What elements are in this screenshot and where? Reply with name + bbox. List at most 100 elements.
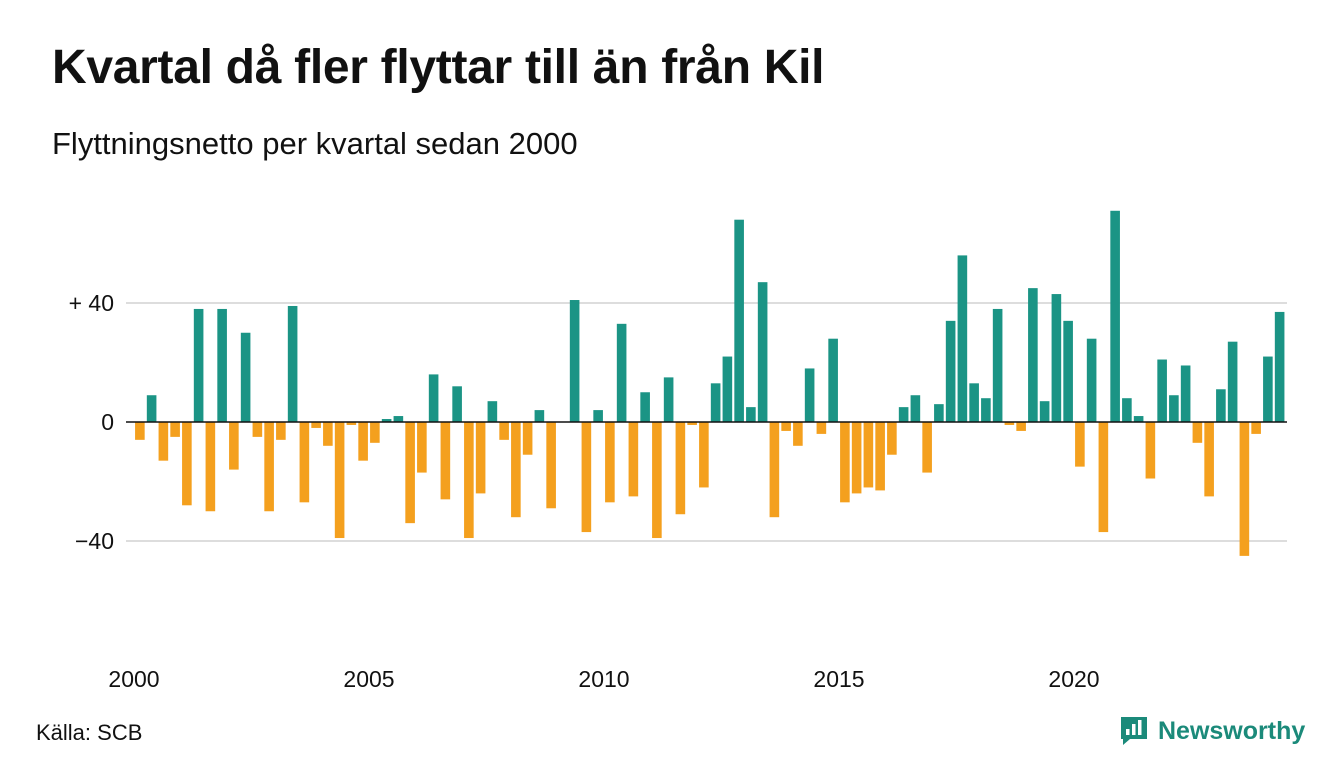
bar (205, 422, 216, 512)
bar (781, 422, 791, 431)
bar (381, 419, 392, 422)
bar (1239, 422, 1250, 556)
bar (334, 422, 345, 539)
bar (605, 422, 615, 503)
bar (170, 422, 180, 437)
bar (440, 422, 451, 500)
bar (193, 308, 204, 422)
bar (346, 422, 357, 425)
bar (370, 422, 380, 443)
bar (1028, 288, 1038, 423)
bar (840, 422, 850, 503)
bar (135, 422, 145, 440)
bar (417, 422, 427, 473)
y-axis-tick-labels: + 40 0 −40 (69, 290, 114, 554)
bar (1098, 422, 1109, 533)
bar (769, 422, 780, 518)
bar (957, 255, 968, 422)
bar (687, 422, 697, 425)
bar (675, 422, 686, 515)
bar (616, 323, 627, 422)
bar (393, 416, 404, 422)
bar (499, 422, 509, 440)
bar (229, 422, 239, 470)
bar (287, 305, 298, 423)
bar (1086, 338, 1097, 422)
bar (1204, 422, 1214, 497)
bar (851, 422, 862, 494)
bar (699, 422, 709, 488)
x-tick-label: 2020 (1048, 666, 1099, 692)
bar (1145, 422, 1156, 479)
bar (922, 422, 932, 473)
chart-subtitle: Flyttningsnetto per kvartal sedan 2000 (52, 126, 578, 161)
bar (264, 422, 274, 512)
x-axis-tick-labels: 2000 2005 2010 2015 2020 (108, 666, 1099, 692)
bar (710, 383, 721, 422)
bar (464, 422, 474, 539)
y-tick-label: 0 (101, 409, 114, 435)
bar (969, 383, 979, 422)
bar (217, 308, 227, 422)
bar (511, 422, 521, 518)
bar (652, 422, 662, 539)
bar (323, 422, 333, 446)
bar (1216, 389, 1226, 422)
bar (757, 282, 768, 422)
bar (405, 422, 415, 524)
x-tick-label: 2010 (578, 666, 629, 692)
bar (1263, 356, 1273, 422)
bar (311, 422, 321, 428)
bar-chart: + 40 0 −40 2000 2005 2010 2015 2020 (69, 210, 1287, 692)
bar (722, 356, 733, 422)
bar (522, 422, 533, 455)
bar (428, 374, 439, 422)
bar (546, 422, 556, 509)
bar (299, 422, 310, 503)
bar (158, 422, 169, 461)
bar (452, 386, 462, 422)
bar (804, 368, 815, 422)
newsworthy-logo-icon (1121, 717, 1147, 745)
bar (1122, 398, 1132, 422)
brand-name: Newsworthy (1158, 716, 1306, 745)
bar (734, 219, 744, 422)
bar (875, 422, 885, 491)
y-tick-label: + 40 (69, 290, 114, 316)
x-tick-label: 2000 (108, 666, 159, 692)
bar (1051, 294, 1062, 422)
bar (793, 422, 803, 446)
bar (1157, 359, 1167, 422)
bar (358, 422, 368, 461)
bar (1169, 395, 1179, 423)
bar (828, 338, 838, 422)
bar (569, 300, 580, 422)
bar (1274, 311, 1285, 423)
bar (898, 407, 909, 423)
bar (1110, 210, 1120, 422)
bar (816, 422, 827, 434)
bar (182, 422, 192, 506)
bar (992, 308, 1003, 422)
bar (981, 398, 991, 422)
bar (1063, 320, 1073, 422)
source-note: Källa: SCB (36, 720, 143, 745)
brand[interactable]: Newsworthy (1118, 714, 1305, 748)
bar (1004, 422, 1015, 425)
bar (863, 422, 874, 488)
bar (146, 395, 157, 423)
bar (663, 377, 674, 423)
bar (276, 422, 286, 440)
bar (581, 422, 592, 533)
bar (593, 410, 603, 422)
bar (1039, 401, 1050, 422)
bar (475, 422, 486, 494)
bar (1227, 341, 1238, 423)
x-tick-label: 2015 (813, 666, 864, 692)
bar (240, 332, 251, 422)
bar (534, 410, 545, 422)
bar (945, 320, 956, 422)
bar (1075, 422, 1085, 467)
bar (640, 392, 650, 422)
bar (487, 401, 498, 422)
